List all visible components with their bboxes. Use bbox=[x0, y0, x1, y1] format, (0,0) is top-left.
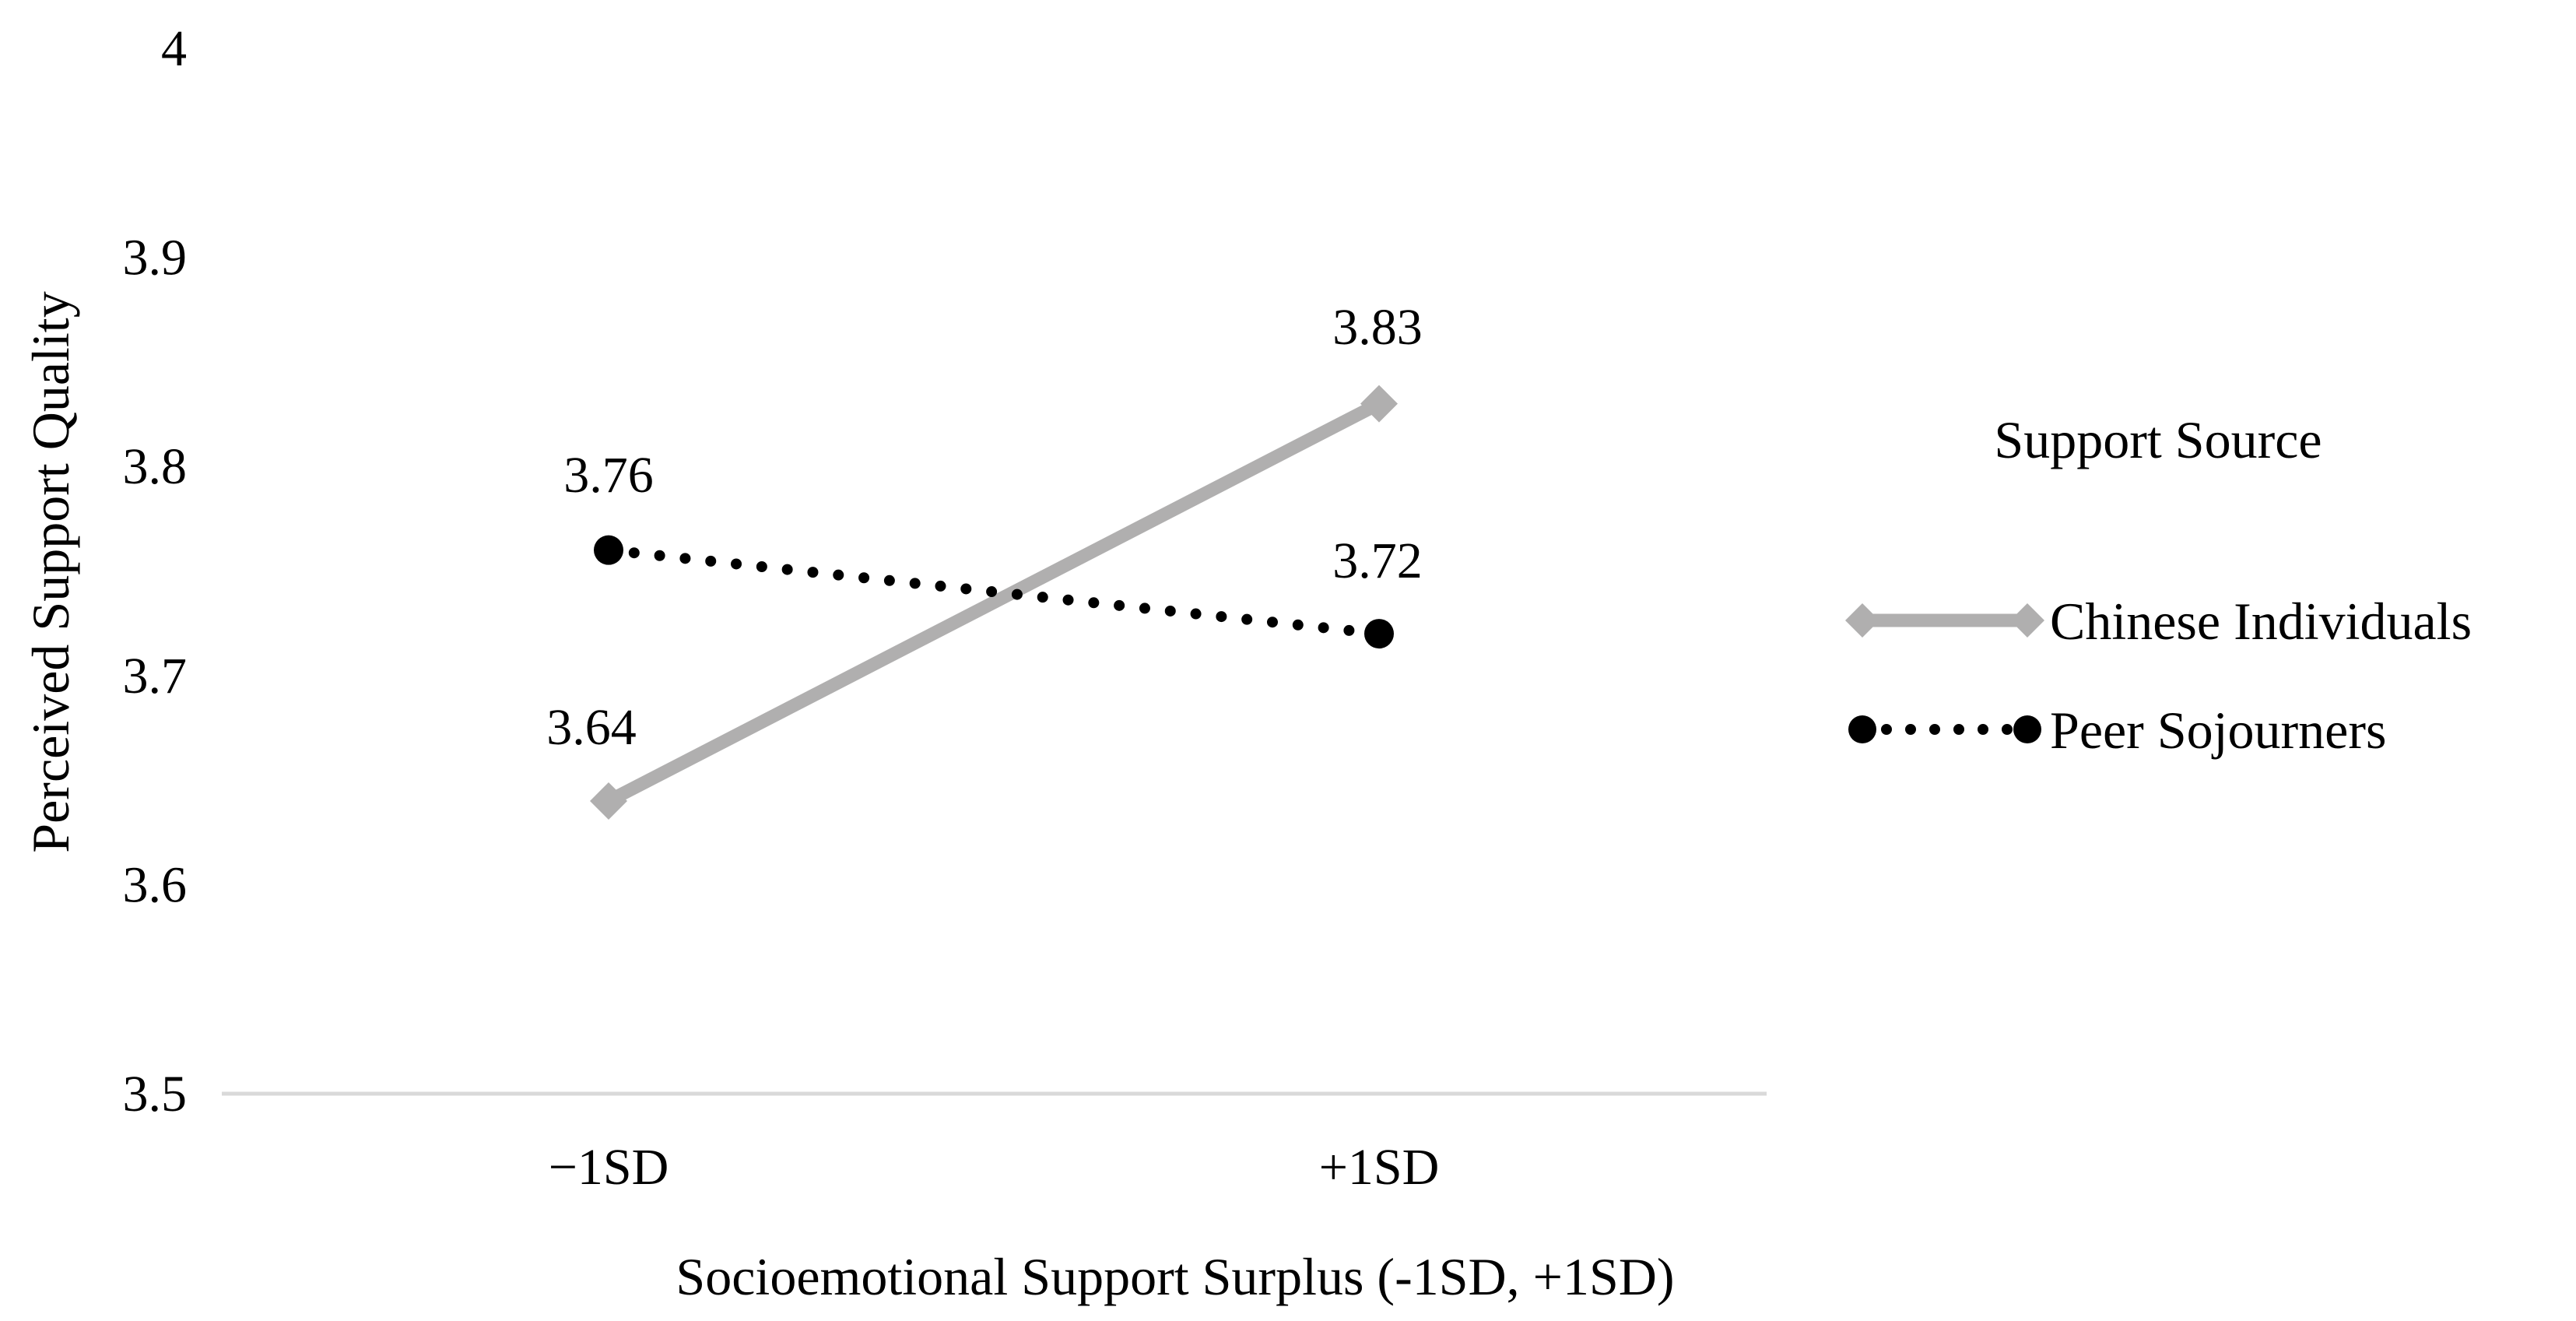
y-axis-title: Perceived Support Quality bbox=[21, 291, 80, 852]
series-line-2 bbox=[603, 544, 1385, 640]
x-tick-labels: −1SD +1SD bbox=[549, 1139, 1440, 1196]
y-tick-label: 3.7 bbox=[123, 648, 188, 704]
data-label: 3.64 bbox=[546, 699, 637, 756]
legend-marker-circle bbox=[1848, 715, 1876, 743]
y-tick-label: 3.8 bbox=[123, 438, 188, 495]
data-point-circle bbox=[1364, 619, 1394, 649]
data-point-diamond bbox=[590, 782, 627, 820]
legend-label: Chinese Individuals bbox=[2050, 592, 2472, 651]
data-label: 3.76 bbox=[563, 447, 654, 504]
y-tick-label: 3.9 bbox=[123, 230, 188, 286]
legend-marker-diamond bbox=[1845, 603, 1879, 638]
legend: Support Source Chinese Individuals Peer S… bbox=[1845, 410, 2472, 760]
y-tick-label: 4 bbox=[161, 20, 187, 77]
series-line-1 bbox=[605, 398, 1382, 807]
legend-marker-circle bbox=[2013, 715, 2041, 743]
legend-label: Peer Sojourners bbox=[2050, 701, 2386, 760]
data-label: 3.72 bbox=[1332, 532, 1423, 589]
data-point-diamond bbox=[1360, 385, 1398, 423]
y-tick-label: 3.6 bbox=[123, 856, 188, 913]
x-tick-label: +1SD bbox=[1319, 1139, 1440, 1196]
y-tick-labels: 3.5 3.6 3.7 3.8 3.9 4 bbox=[123, 20, 188, 1122]
x-tick-label: −1SD bbox=[549, 1139, 669, 1196]
data-label: 3.83 bbox=[1332, 299, 1423, 356]
y-tick-label: 3.5 bbox=[123, 1066, 188, 1122]
x-axis-title: Socioemotional Support Surplus (-1SD, +1… bbox=[676, 1247, 1674, 1306]
data-labels: 3.64 3.83 3.76 3.72 bbox=[546, 299, 1423, 756]
data-point-circle bbox=[594, 535, 623, 565]
legend-marker-diamond bbox=[2010, 603, 2044, 638]
legend-title: Support Source bbox=[1994, 410, 2322, 469]
series-layer bbox=[590, 385, 1398, 820]
